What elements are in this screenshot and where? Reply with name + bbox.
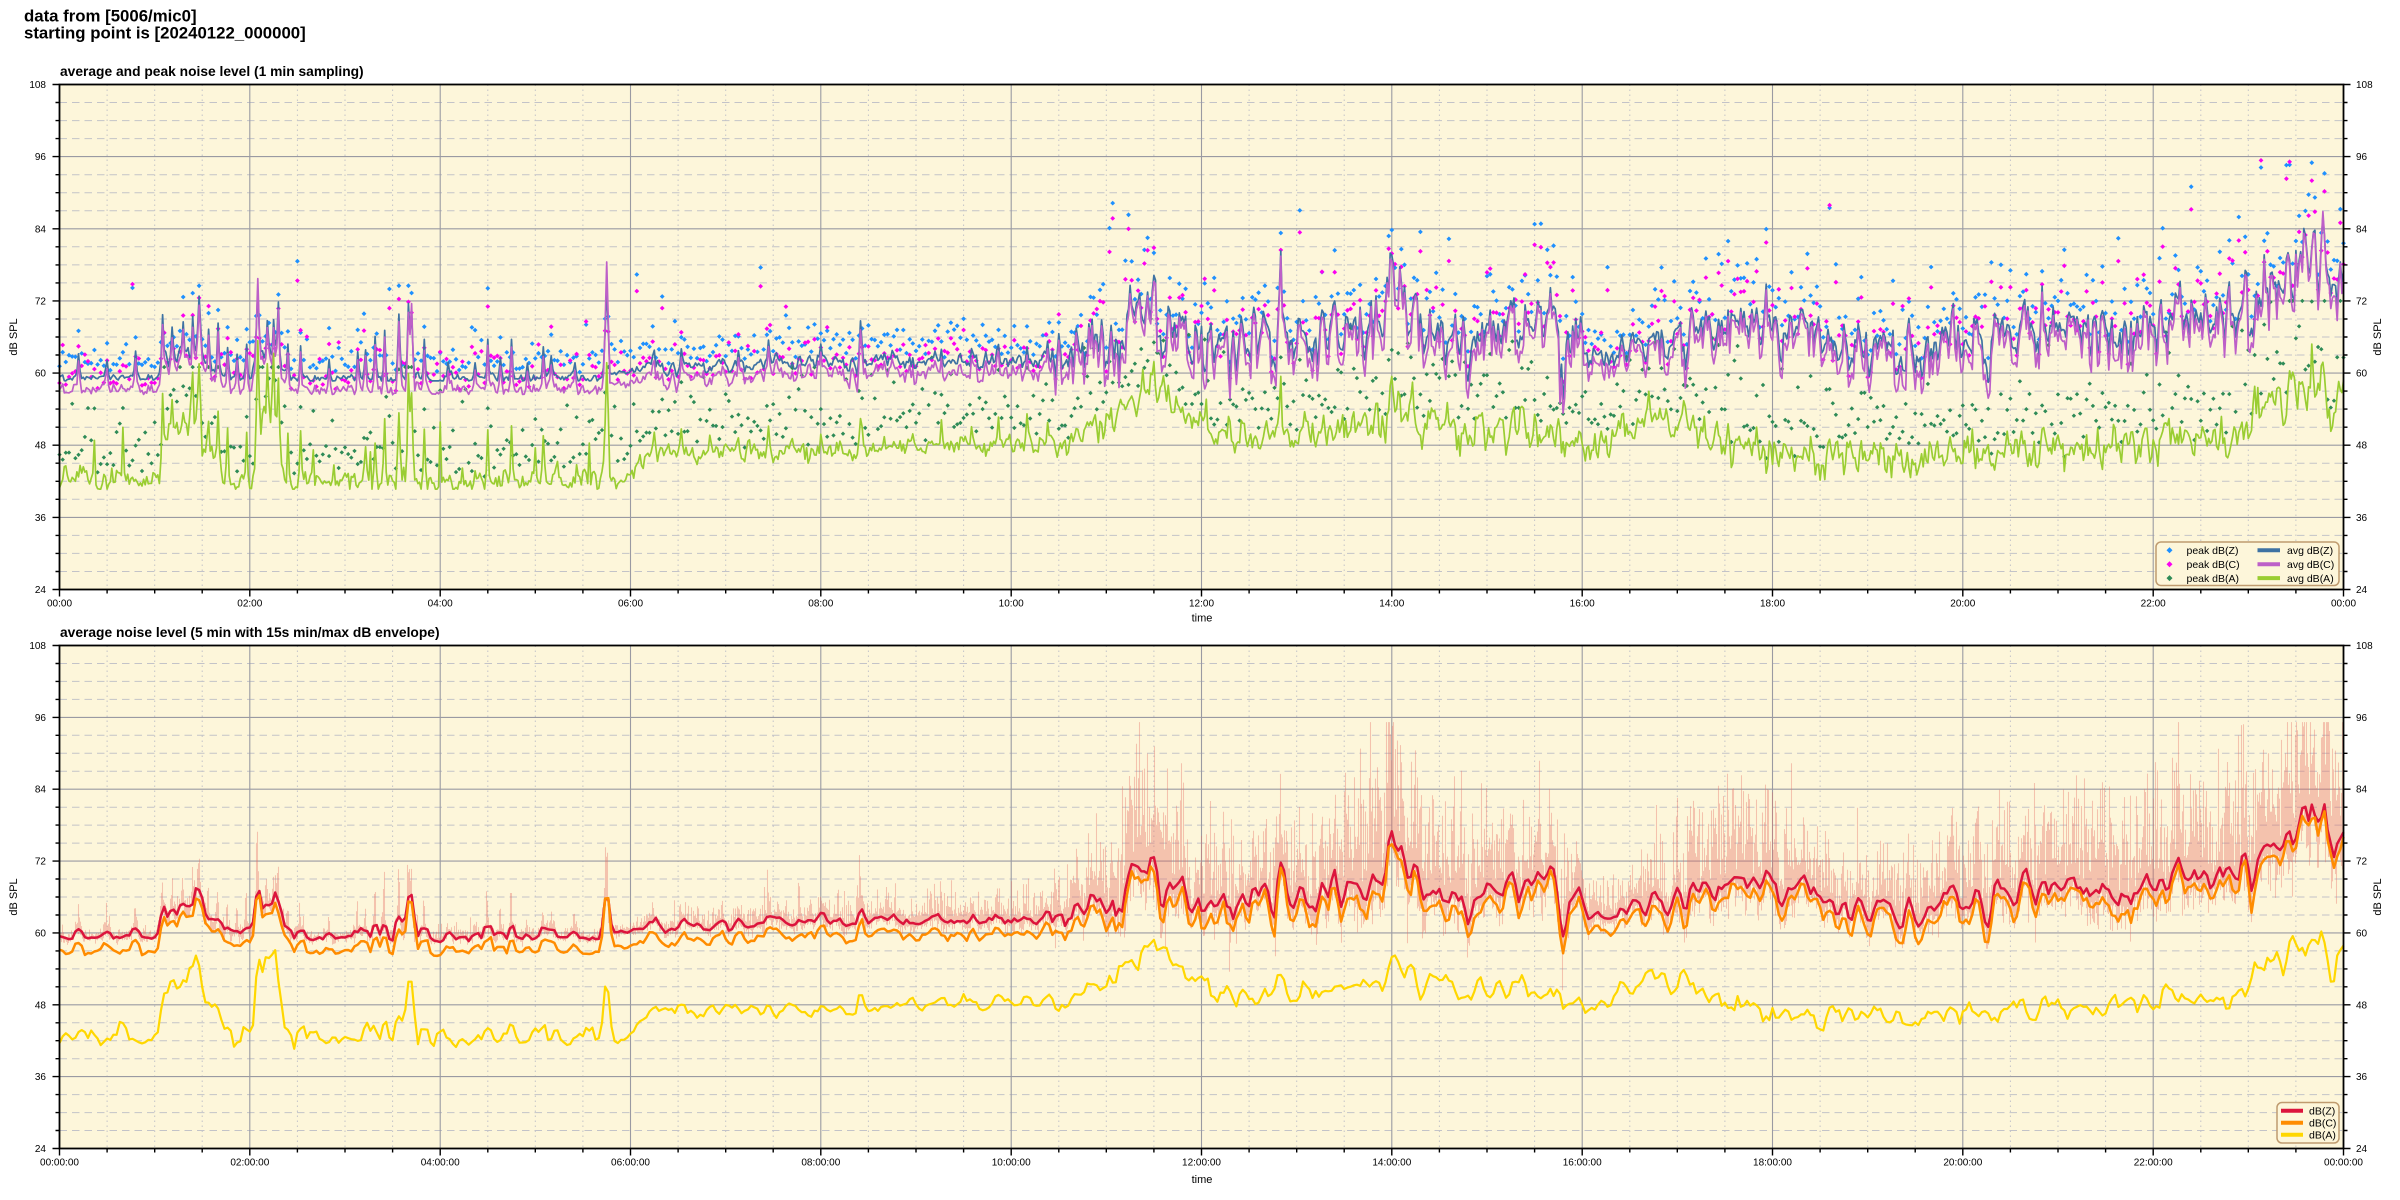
- svg-text:time: time: [1192, 613, 1213, 625]
- svg-text:48: 48: [35, 441, 47, 452]
- svg-text:dB SPL: dB SPL: [2372, 878, 2384, 915]
- svg-text:48: 48: [2356, 1000, 2368, 1011]
- svg-text:96: 96: [35, 152, 47, 163]
- svg-text:60: 60: [35, 369, 47, 380]
- svg-text:peak dB(A): peak dB(A): [2187, 573, 2240, 585]
- svg-text:average and peak noise level (: average and peak noise level (1 min samp…: [60, 64, 364, 79]
- svg-text:24: 24: [2356, 585, 2368, 596]
- svg-text:24: 24: [35, 585, 47, 596]
- svg-text:16:00:00: 16:00:00: [1563, 1158, 1602, 1169]
- svg-text:72: 72: [35, 296, 47, 307]
- svg-text:36: 36: [2356, 1072, 2368, 1083]
- svg-text:dB(Z): dB(Z): [2309, 1106, 2335, 1118]
- svg-text:08:00: 08:00: [808, 599, 833, 610]
- svg-text:96: 96: [2356, 152, 2368, 163]
- svg-text:72: 72: [35, 857, 47, 868]
- svg-text:14:00:00: 14:00:00: [1372, 1158, 1411, 1169]
- svg-text:dB SPL: dB SPL: [8, 878, 20, 915]
- svg-text:avg dB(C): avg dB(C): [2287, 559, 2334, 571]
- svg-text:48: 48: [2356, 441, 2368, 452]
- svg-text:10:00:00: 10:00:00: [992, 1158, 1031, 1169]
- svg-text:18:00:00: 18:00:00: [1753, 1158, 1792, 1169]
- svg-text:02:00: 02:00: [237, 599, 262, 610]
- svg-text:20:00: 20:00: [1950, 599, 1975, 610]
- svg-text:time: time: [1192, 1174, 1213, 1186]
- svg-text:average noise level (5 min wit: average noise level (5 min with 15s min/…: [60, 625, 440, 640]
- svg-text:02:00:00: 02:00:00: [230, 1158, 269, 1169]
- svg-text:24: 24: [35, 1144, 47, 1155]
- svg-text:60: 60: [2356, 928, 2368, 939]
- svg-text:14:00: 14:00: [1379, 599, 1404, 610]
- svg-text:12:00:00: 12:00:00: [1182, 1158, 1221, 1169]
- svg-text:72: 72: [2356, 857, 2368, 868]
- svg-text:dB SPL: dB SPL: [8, 318, 20, 355]
- svg-text:72: 72: [2356, 296, 2368, 307]
- svg-text:06:00:00: 06:00:00: [611, 1158, 650, 1169]
- svg-text:10:00: 10:00: [999, 599, 1024, 610]
- svg-text:dB(A): dB(A): [2309, 1130, 2336, 1142]
- svg-text:peak dB(C): peak dB(C): [2187, 559, 2240, 571]
- svg-text:06:00: 06:00: [618, 599, 643, 610]
- svg-text:108: 108: [29, 80, 46, 91]
- svg-text:22:00:00: 22:00:00: [2134, 1158, 2173, 1169]
- svg-text:12:00: 12:00: [1189, 599, 1214, 610]
- svg-text:60: 60: [2356, 369, 2368, 380]
- svg-text:24: 24: [2356, 1144, 2368, 1155]
- svg-text:04:00: 04:00: [428, 599, 453, 610]
- svg-text:18:00: 18:00: [1760, 599, 1785, 610]
- svg-text:84: 84: [35, 224, 47, 235]
- svg-text:peak dB(Z): peak dB(Z): [2187, 545, 2239, 557]
- svg-text:60: 60: [35, 928, 47, 939]
- svg-text:08:00:00: 08:00:00: [801, 1158, 840, 1169]
- svg-text:96: 96: [35, 713, 47, 724]
- svg-text:84: 84: [2356, 224, 2368, 235]
- svg-text:starting point is [20240122_00: starting point is [20240122_000000]: [24, 24, 306, 43]
- svg-text:96: 96: [2356, 713, 2368, 724]
- svg-text:20:00:00: 20:00:00: [1943, 1158, 1982, 1169]
- svg-text:00:00: 00:00: [47, 599, 72, 610]
- svg-text:22:00: 22:00: [2141, 599, 2166, 610]
- svg-text:data from [5006/mic0]: data from [5006/mic0]: [24, 7, 197, 26]
- svg-text:84: 84: [35, 785, 47, 796]
- svg-text:36: 36: [35, 513, 47, 524]
- svg-text:36: 36: [35, 1072, 47, 1083]
- svg-text:108: 108: [2356, 80, 2373, 91]
- svg-text:36: 36: [2356, 513, 2368, 524]
- svg-text:108: 108: [29, 641, 46, 652]
- svg-text:108: 108: [2356, 641, 2373, 652]
- svg-text:00:00: 00:00: [2331, 599, 2356, 610]
- svg-text:16:00: 16:00: [1570, 599, 1595, 610]
- svg-text:avg dB(A): avg dB(A): [2287, 573, 2334, 585]
- svg-text:04:00:00: 04:00:00: [421, 1158, 460, 1169]
- svg-text:avg dB(Z): avg dB(Z): [2287, 545, 2333, 557]
- svg-text:00:00:00: 00:00:00: [2324, 1158, 2363, 1169]
- svg-text:48: 48: [35, 1000, 47, 1011]
- svg-text:dB(C): dB(C): [2309, 1118, 2336, 1130]
- svg-text:dB SPL: dB SPL: [2372, 318, 2384, 355]
- svg-text:00:00:00: 00:00:00: [40, 1158, 79, 1169]
- svg-text:84: 84: [2356, 785, 2368, 796]
